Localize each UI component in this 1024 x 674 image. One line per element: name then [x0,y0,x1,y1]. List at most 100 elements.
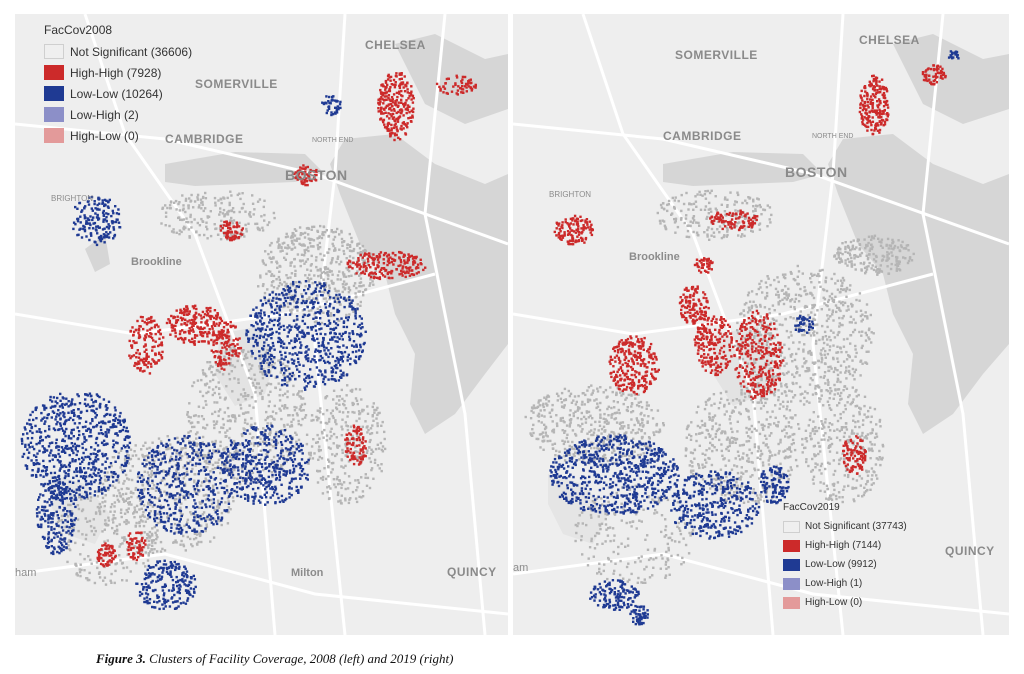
legend-item: Low-Low (9912) [783,555,907,574]
legend-label: High-Low (0) [805,597,863,608]
legend-item: Low-High (1) [783,574,907,593]
legend-title: FacCov2019 [783,502,840,513]
cluster-not-significant [833,234,915,276]
legend-label: High-High (7928) [70,65,162,80]
cluster-high-high [128,315,165,375]
cluster-high-high [858,74,890,136]
cluster-low-low [136,434,237,535]
label-boston: BOSTON [785,164,848,180]
label-brighton: BRIGHTON [549,190,592,199]
swatch-not-significant [44,44,64,59]
label-milton: Milton [291,567,324,579]
label-quincy: QUINCY [945,544,995,558]
legend-2019: FacCov2019 Not Significant (37743) High-… [783,502,907,612]
legend-item: Low-Low (10264) [44,83,192,104]
cluster-low-low [549,434,680,515]
cluster-high-high [842,435,867,475]
label-brookline: Brookline [131,256,182,268]
label-north-end: NORTH END [312,137,354,144]
legend-label: Not Significant (36606) [70,44,193,59]
cluster-high-high [608,335,660,396]
cluster-not-significant [305,384,387,505]
legend-item: Low-High (2) [44,104,192,125]
legend-label: High-High (7144) [805,540,882,551]
label-somerville: SOMERVILLE [195,77,278,91]
cluster-high-high [377,72,415,142]
cluster-high-high [346,250,427,281]
cluster-high-high [219,220,244,242]
label-brookline: Brookline [629,251,680,263]
legend-label: Low-High (2) [70,107,139,122]
cluster-low-low [629,604,649,626]
legend-item: Not Significant (36606) [44,41,192,62]
cluster-high-high [435,74,477,96]
legend-item: High-High (7928) [44,62,192,83]
cluster-high-high [293,164,318,187]
cluster-not-significant [160,190,276,241]
cluster-high-high [553,214,594,246]
swatch-not-significant [783,520,800,533]
label-boston: BOSTON [285,167,348,183]
cluster-high-high [709,209,759,232]
basemap-2019 [513,14,1009,635]
map-2019[interactable]: SOMERVILLE CHELSEA CAMBRIDGE BOSTON NORT… [513,14,1009,635]
legend-label: Low-Low (10264) [70,86,163,101]
cluster-not-significant [803,385,885,504]
label-dedham: am [513,562,529,574]
label-chelsea: CHELSEA [859,33,920,47]
swatch-high-low [44,128,64,143]
label-chelsea: CHELSEA [365,38,426,52]
swatch-low-low [44,86,64,101]
figure-caption: Figure 3. Clusters of Facility Coverage,… [96,651,453,667]
cluster-low-low [35,476,77,556]
basemap-2008 [15,14,508,635]
cluster-high-high [921,64,947,86]
legend-item: High-Low (0) [44,125,192,146]
cluster-low-low [670,470,761,540]
label-quincy: QUINCY [447,565,497,579]
legend-2008: FacCov2008 Not Significant (36606) High-… [44,23,192,146]
legend-item: High-Low (0) [783,593,907,612]
cluster-low-low [759,465,790,505]
label-north-end: NORTH END [812,133,854,140]
map-2008[interactable]: SOMERVILLE CHELSEA CAMBRIDGE BOSTON NORT… [15,14,508,635]
cluster-low-low [72,195,122,247]
swatch-high-high [783,539,800,552]
cluster-not-significant [524,384,665,466]
legend-item: High-High (7144) [783,536,907,555]
cluster-low-low [794,315,815,334]
swatch-low-low [783,558,800,571]
label-cambridge: CAMBRIDGE [663,129,742,143]
cluster-low-low [20,392,132,501]
cluster-low-low [947,50,960,60]
label-brighton: BRIGHTON [51,194,94,203]
label-dedham: ham [15,567,37,579]
cluster-high-high [693,257,714,274]
caption-text: Clusters of Facility Coverage, 2008 (lef… [145,651,454,666]
legend-label: Not Significant (37743) [805,521,907,532]
cluster-high-high [344,424,367,466]
label-somerville: SOMERVILLE [675,48,758,62]
legend-label: High-Low (0) [70,128,139,143]
swatch-high-low [783,596,800,609]
cluster-low-low [589,579,640,611]
legend-label: Low-Low (9912) [805,559,877,570]
cluster-high-high [125,531,147,562]
cluster-low-low [245,280,367,391]
label-cambridge: CAMBRIDGE [165,132,244,146]
cluster-high-high [733,309,785,400]
cluster-high-high [210,320,243,371]
cluster-low-low [221,424,310,506]
cluster-low-low [135,559,197,611]
cluster-high-high [96,542,117,568]
swatch-low-high [783,577,800,590]
cluster-high-high [693,315,735,377]
legend-label: Low-High (1) [805,578,863,589]
swatch-high-high [44,65,64,80]
cluster-low-low [321,95,342,117]
swatch-low-high [44,107,64,122]
cluster-high-high [678,285,710,325]
caption-label: Figure 3. [96,651,146,666]
legend-item: Not Significant (37743) [783,517,907,536]
legend-title: FacCov2008 [44,23,113,37]
